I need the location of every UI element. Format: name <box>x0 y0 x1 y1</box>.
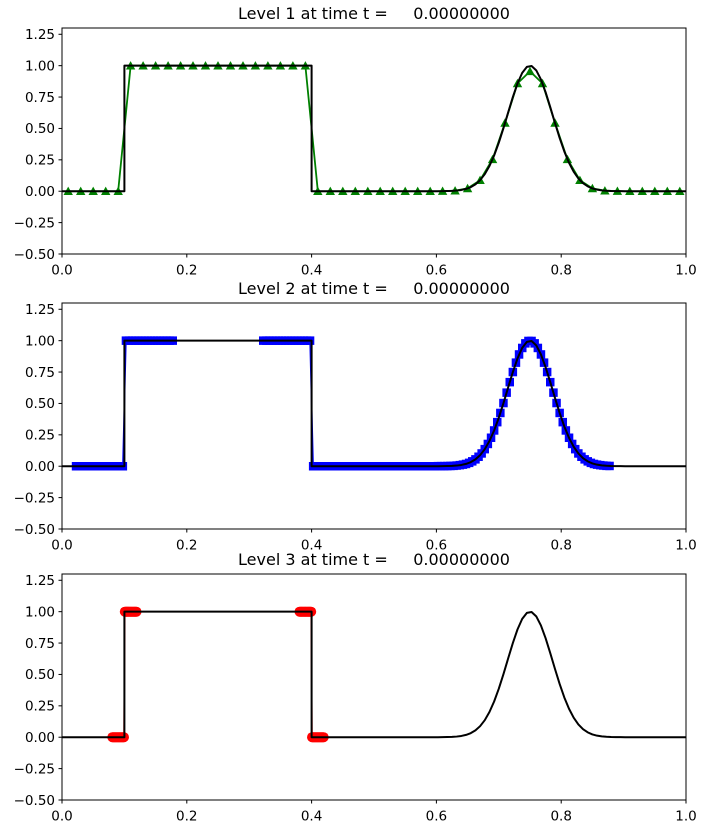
y-tick-label: 0.75 <box>25 365 55 381</box>
y-tick-label: 0.50 <box>25 121 55 137</box>
y-tick-label: 1.25 <box>25 27 55 43</box>
y-tick-label: 1.00 <box>25 333 55 349</box>
x-tick-label: 0.8 <box>550 538 571 554</box>
x-tick-label: 0.6 <box>426 809 447 825</box>
y-ticks <box>58 308 62 530</box>
y-tick-label: 0.50 <box>25 667 55 683</box>
x-tick-label: 1.0 <box>675 809 696 825</box>
y-tick-label: 1.25 <box>25 573 55 589</box>
x-tick-label: 0.4 <box>301 263 322 279</box>
x-ticks <box>61 800 687 804</box>
level-2-grid-markers <box>71 336 614 471</box>
y-tick-label: 0.50 <box>25 396 55 412</box>
level-3-grid-markers <box>107 606 329 743</box>
subplot-level-3-title: Level 3 at time t = 0.00000000 <box>238 550 510 569</box>
x-tick-label: 0.2 <box>176 538 197 554</box>
plot-border <box>61 302 687 530</box>
y-tick-label: 0.25 <box>25 153 55 169</box>
subplot-level-2-title: Level 2 at time t = 0.00000000 <box>238 279 510 298</box>
x-tick-label: 0.6 <box>426 538 447 554</box>
y-tick-label: 0.00 <box>25 459 55 475</box>
x-tick-labels: 0.0 0.2 0.4 0.6 0.8 1.0 <box>51 809 696 825</box>
y-tick-label: 0.25 <box>25 428 55 444</box>
x-tick-label: 1.0 <box>675 263 696 279</box>
x-tick-label: 0.2 <box>176 263 197 279</box>
y-tick-labels: 1.25 1.00 0.75 0.50 0.25 0.00 −0.25 −0.50 <box>14 573 55 809</box>
y-ticks <box>58 579 62 801</box>
plot-border <box>61 573 687 801</box>
x-tick-label: 0.0 <box>51 809 72 825</box>
exact-solution-line <box>61 64 686 193</box>
x-tick-label: 0.0 <box>51 263 72 279</box>
y-tick-label: 0.75 <box>25 636 55 652</box>
level-1-grid-polyline <box>68 64 680 193</box>
y-tick-label: 1.00 <box>25 58 55 74</box>
subplot-level-3: 0.0 0.2 0.4 0.6 0.8 1.0 1.25 1.00 0.75 0.50 0.25 0.… <box>14 573 697 824</box>
y-tick-label: −0.25 <box>14 761 55 777</box>
x-tick-labels: 0.0 0.2 0.4 0.6 0.8 1.0 <box>51 538 696 554</box>
x-tick-label: 0.4 <box>301 809 322 825</box>
y-tick-label: −0.50 <box>14 522 55 538</box>
subplot-level-1: 0.0 0.2 0.4 0.6 0.8 1.0 1.25 1.00 0.75 0.50 0.25 0.… <box>14 27 697 278</box>
x-tick-label: 0.8 <box>550 263 571 279</box>
y-tick-label: −0.25 <box>14 215 55 231</box>
plot-border <box>61 27 687 255</box>
x-ticks <box>61 254 687 258</box>
x-tick-label: 0.8 <box>550 809 571 825</box>
y-tick-label: −0.50 <box>14 247 55 263</box>
exact-solution-line <box>61 610 686 739</box>
x-tick-label: 0.2 <box>176 809 197 825</box>
y-tick-label: 0.75 <box>25 90 55 106</box>
y-tick-label: 1.25 <box>25 302 55 318</box>
level-1-grid-line <box>68 64 680 193</box>
y-tick-labels: 1.25 1.00 0.75 0.50 0.25 0.00 −0.25 −0.50 <box>14 27 55 263</box>
exact-solution-line <box>61 339 686 468</box>
subplot-level-1-title: Level 1 at time t = 0.00000000 <box>238 4 510 23</box>
triangle-marker <box>525 66 535 76</box>
x-tick-label: 0.0 <box>51 538 72 554</box>
x-tick-label: 0.4 <box>301 538 322 554</box>
x-tick-label: 0.6 <box>426 263 447 279</box>
y-tick-label: −0.50 <box>14 793 55 809</box>
level-2-grid-line <box>76 339 610 467</box>
y-ticks <box>58 33 62 255</box>
subplot-level-2: 0.0 0.2 0.4 0.6 0.8 1.0 1.25 1.00 0.75 0.50 0.25 0.… <box>14 302 697 553</box>
level-1-grid-markers <box>63 61 685 195</box>
y-tick-label: 0.00 <box>25 730 55 746</box>
x-ticks <box>61 529 687 533</box>
x-tick-labels: 0.0 0.2 0.4 0.6 0.8 1.0 <box>51 263 696 279</box>
y-tick-label: 0.25 <box>25 699 55 715</box>
y-tick-labels: 1.25 1.00 0.75 0.50 0.25 0.00 −0.25 −0.50 <box>14 302 55 538</box>
y-tick-label: 1.00 <box>25 604 55 620</box>
level-3-grid-line <box>112 610 324 738</box>
y-tick-label: 0.00 <box>25 184 55 200</box>
x-tick-label: 1.0 <box>675 538 696 554</box>
y-tick-label: −0.25 <box>14 490 55 506</box>
